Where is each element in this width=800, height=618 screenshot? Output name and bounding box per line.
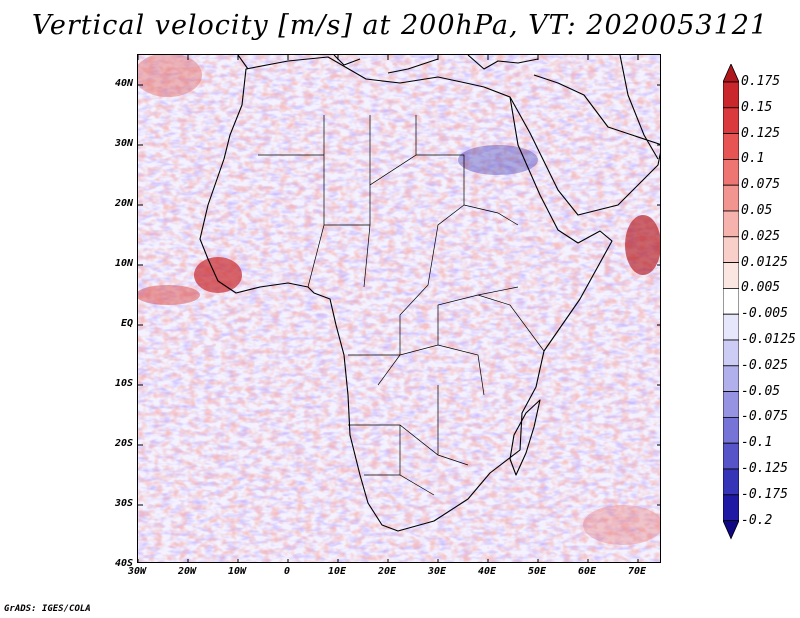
border-lines <box>258 115 545 496</box>
colorbar-label: -0.05 <box>741 383 781 399</box>
colorbar-swatch <box>723 262 739 289</box>
longitude-label: 40E <box>477 566 497 577</box>
longitude-label: 20E <box>377 566 397 577</box>
colorbar-label: -0.175 <box>741 486 788 502</box>
colorbar-swatch <box>723 64 739 83</box>
colorbar-label: 0.025 <box>741 228 781 244</box>
colorbar-label: 0.005 <box>741 280 781 296</box>
colorbar-label: 0.175 <box>741 74 781 89</box>
latitude-label: 20N <box>114 198 133 209</box>
hotspot-red-sea-descent <box>458 145 538 175</box>
colorbar-swatch <box>723 416 739 444</box>
colorbar-swatch <box>723 107 739 134</box>
longitude-label: 70E <box>627 566 647 577</box>
colorbar-swatch <box>723 468 739 496</box>
colorbar-label: 0.075 <box>741 177 781 193</box>
colorbar-label: 0.1 <box>741 151 765 167</box>
longitude-label: 30E <box>427 566 447 577</box>
hotspot-arabian-sea <box>625 215 660 275</box>
colorbar <box>723 64 739 540</box>
longitude-label: 10W <box>227 566 247 577</box>
hotspot-northwest <box>138 55 202 97</box>
hotspot-southern-ocean <box>583 505 660 545</box>
colorbar-label: -0.0125 <box>741 332 796 347</box>
colorbar-swatch <box>723 81 739 109</box>
coastline <box>199 55 660 532</box>
colorbar-label: 0.0125 <box>741 254 788 270</box>
colorbar-label: -0.005 <box>741 306 788 322</box>
colorbar-swatch <box>723 133 739 160</box>
country-borders <box>258 115 545 496</box>
colorbar-label: -0.1 <box>741 435 773 451</box>
arabia-coastline <box>509 74 660 216</box>
positive-velocity-texture <box>138 55 660 562</box>
colorbar-swatch <box>723 365 739 392</box>
africa-coastline <box>199 56 613 532</box>
india-coastline <box>619 55 659 160</box>
latitude-label: EQ <box>120 318 133 329</box>
colorbar-label: -0.2 <box>741 512 773 528</box>
velocity-hotspots <box>138 55 660 545</box>
colorbar-label: -0.125 <box>741 461 788 476</box>
colorbar-label: 0.05 <box>741 203 773 218</box>
colorbar-label: -0.025 <box>741 357 788 373</box>
latitude-label: 40S <box>114 558 133 569</box>
longitude-label: 30W <box>127 566 147 577</box>
credit-text: GrADS: IGES/COLA <box>4 604 91 614</box>
colorbar-label: 0.15 <box>741 99 773 115</box>
latitude-label: 40N <box>114 78 133 89</box>
colorbar-swatch <box>723 339 739 367</box>
colorbar-swatch <box>723 184 739 212</box>
map-ticks <box>138 55 660 562</box>
hotspot-west-africa-coast <box>194 257 242 293</box>
colorbar-swatch <box>723 287 739 315</box>
latitude-label: 10N <box>114 258 133 269</box>
latitude-label: 10S <box>114 378 133 389</box>
colorbar-swatch <box>723 391 739 418</box>
latitude-label: 30S <box>114 498 133 509</box>
colorbar-swatch <box>723 313 739 341</box>
colorbar-swatch <box>723 520 739 540</box>
map-title: Vertical velocity [m/s] at 200hPa, VT: 2… <box>31 10 769 41</box>
latitude-label: 30N <box>114 138 133 149</box>
longitude-label: 20W <box>177 566 197 577</box>
colorbar-swatch <box>723 210 739 238</box>
colorbar-label: -0.075 <box>741 409 788 425</box>
longitude-label: 10E <box>327 566 347 577</box>
latitude-label: 20S <box>114 438 133 449</box>
colorbar-label: 0.125 <box>741 125 781 141</box>
map-panel <box>137 54 661 563</box>
colorbar-swatch <box>723 159 739 186</box>
hotspot-atlantic <box>138 285 200 305</box>
longitude-label: 50E <box>527 566 547 577</box>
velocity-field-map <box>138 55 660 562</box>
madagascar-coastline <box>509 399 541 476</box>
longitude-label: 0 <box>283 566 291 577</box>
longitude-label: 60E <box>577 566 597 577</box>
colorbar-swatch <box>723 236 739 264</box>
colorbar-swatch <box>723 494 739 521</box>
europe-coastline <box>237 55 539 74</box>
colorbar-swatch <box>723 442 739 470</box>
